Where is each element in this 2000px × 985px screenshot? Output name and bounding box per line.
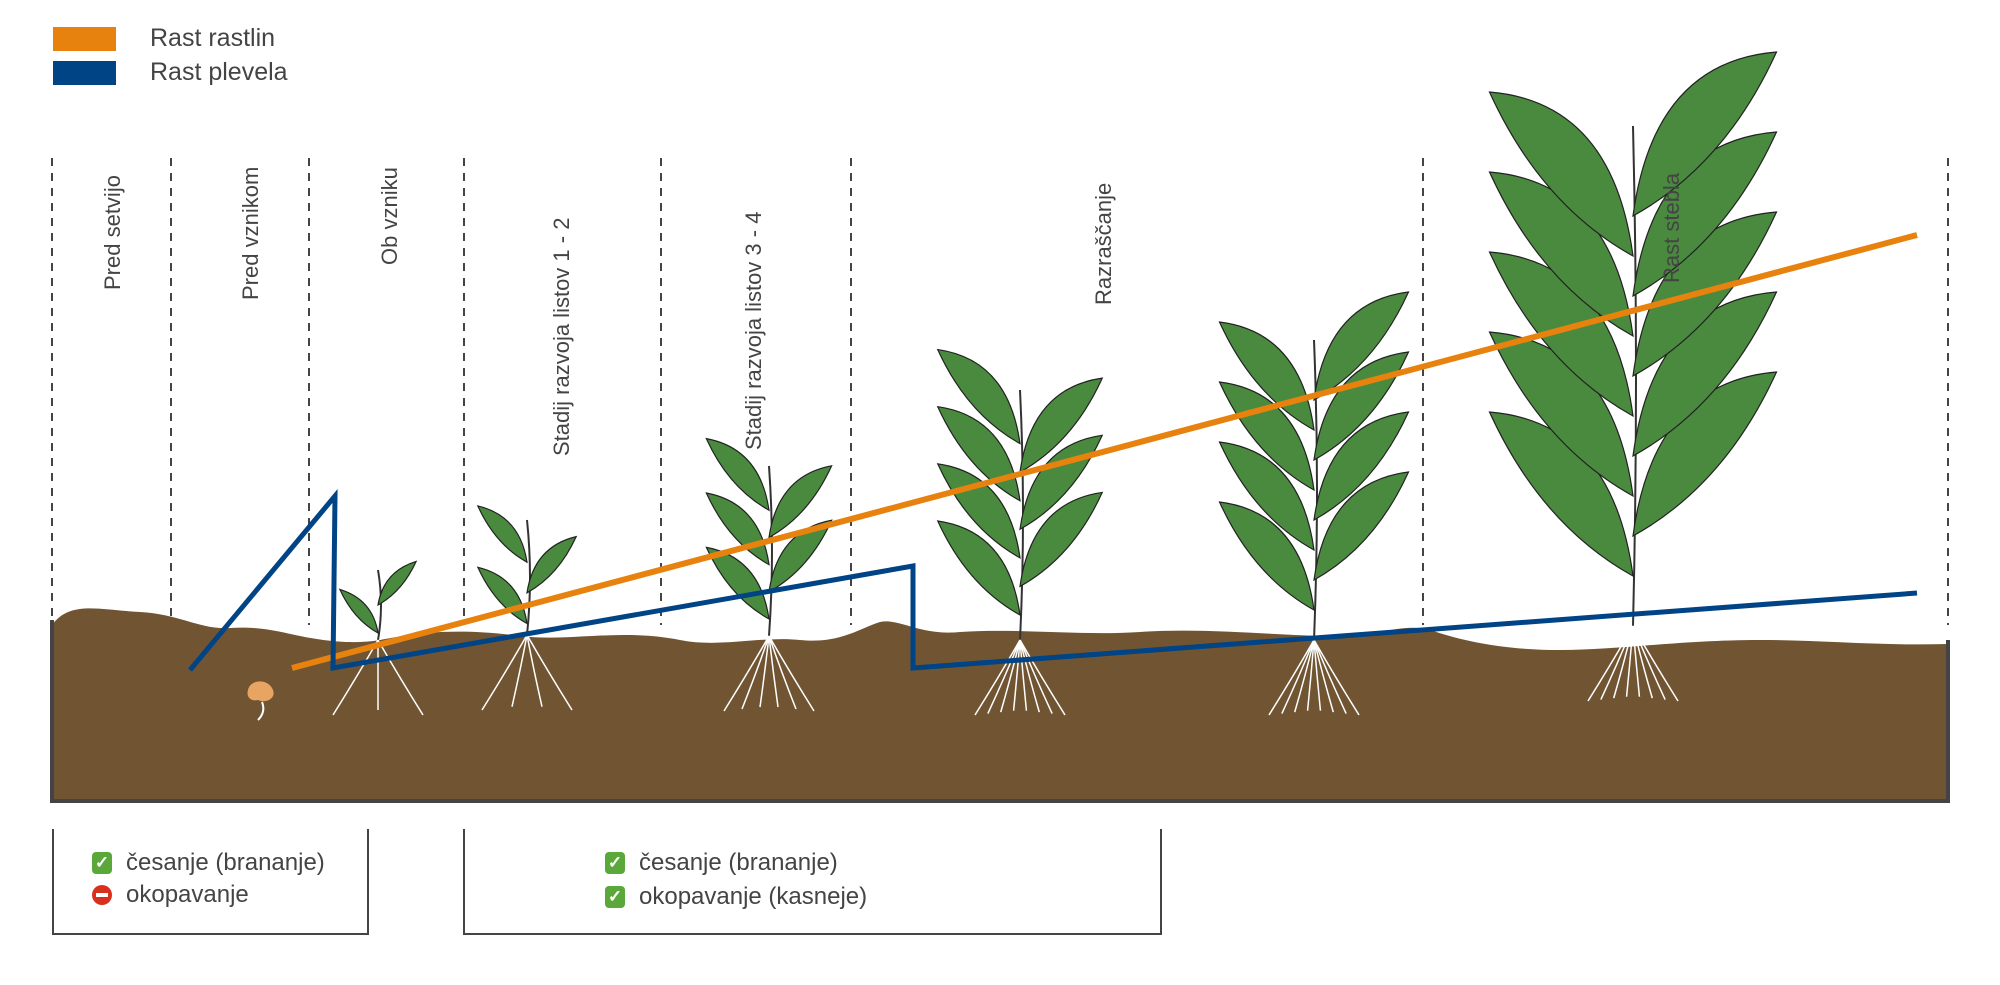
leaf <box>1488 331 1634 498</box>
leaf <box>768 519 833 593</box>
stage-label-stem-elongation: Rast stebla <box>1659 172 1684 283</box>
leaf <box>1632 371 1778 538</box>
box-item-label: česanje (brananje) <box>639 849 838 876</box>
blue-swatch <box>53 60 116 85</box>
stage-label-leaves-1-2: Stadij razvoja listov 1 - 2 <box>549 217 574 456</box>
legend-label: Rast rastlin <box>150 24 276 52</box>
leaf <box>1632 51 1778 218</box>
box-item: ✓ okopavanje (kasneje) <box>605 883 867 911</box>
plant-stem-elongation <box>1488 51 1778 702</box>
leaf <box>1313 291 1410 402</box>
stage-label-leaves-3-4: Stadij razvoja listov 3 - 4 <box>741 211 766 450</box>
legend-item-plant-growth: Rast rastlin <box>53 24 275 53</box>
leaf <box>377 560 418 607</box>
box-item: okopavanje <box>92 881 249 909</box>
leaf <box>526 535 578 594</box>
orange-swatch <box>53 26 116 51</box>
leaf <box>1313 411 1410 522</box>
leaf <box>1218 441 1315 552</box>
leaf <box>1632 131 1778 298</box>
stage-label-emergence: Ob vzniku <box>377 167 402 265</box>
box-item-label: okopavanje <box>126 881 249 908</box>
check-icon: ✓ <box>605 886 625 908</box>
legend-item-weed-growth: Rast plevela <box>53 58 288 87</box>
leaf <box>705 437 770 512</box>
box-item: ✓ česanje (brananje) <box>92 849 325 877</box>
leaf <box>1488 171 1634 338</box>
leaf <box>936 348 1021 445</box>
seed <box>247 681 274 702</box>
leaf <box>1488 411 1634 578</box>
box-item: ✓ česanje (brananje) <box>605 849 838 877</box>
box-item-label: česanje (brananje) <box>126 849 325 876</box>
soil <box>52 608 1948 801</box>
box-item-label: okopavanje (kasneje) <box>639 883 868 910</box>
check-icon: ✓ <box>92 852 112 874</box>
leaf <box>705 546 770 621</box>
stage-label-tillering: Razraščanje <box>1091 182 1116 305</box>
leaf <box>1313 471 1410 582</box>
leaf <box>1488 251 1634 418</box>
leaf <box>1488 91 1634 258</box>
check-icon: ✓ <box>605 852 625 874</box>
leaf <box>476 505 528 564</box>
leaf <box>338 588 379 635</box>
plants <box>332 51 1778 716</box>
recommendation-box-later: ✓ česanje (brananje) ✓ okopavanje (kasneje… <box>463 829 1162 935</box>
leaf <box>768 464 833 539</box>
stage-label-pre-emergence: Pred vznikom <box>238 166 263 300</box>
leaf <box>1019 491 1104 588</box>
leaf <box>1019 377 1104 474</box>
weed-growth-line <box>188 488 1918 672</box>
stage-label-before-sowing: Pred setvijo <box>100 175 125 290</box>
leaf <box>1218 501 1315 612</box>
soil-outline <box>50 620 1950 803</box>
leaf <box>1632 291 1778 458</box>
plant-tillering <box>936 348 1104 716</box>
leaf <box>936 520 1021 617</box>
plant-leaves-1-2 <box>476 505 578 711</box>
recommendation-box-early: ✓ česanje (brananje) okopavanje <box>52 829 369 935</box>
leaf <box>1218 381 1315 492</box>
no-entry-icon <box>92 885 112 905</box>
plant-growth-line <box>291 232 1918 671</box>
legend-label: Rast plevela <box>150 58 288 86</box>
stage-dividers <box>51 158 1949 625</box>
